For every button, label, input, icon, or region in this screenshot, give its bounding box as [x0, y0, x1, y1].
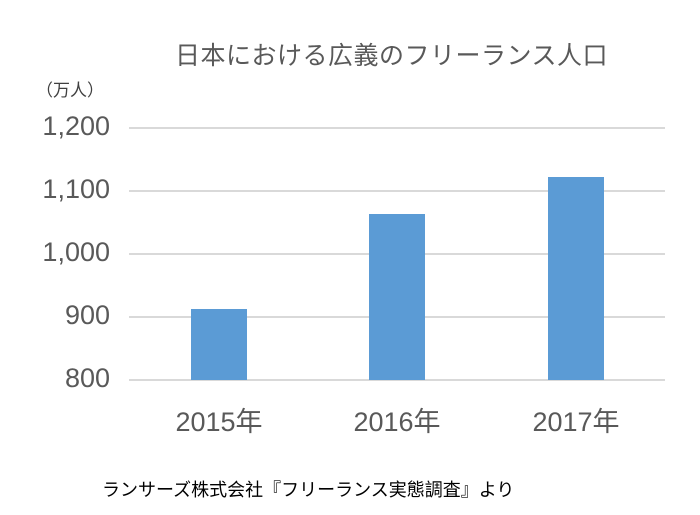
y-axis-unit-label: （万人）: [36, 81, 104, 101]
source-note: ランサーズ株式会社『フリーランス実態調査』より: [102, 480, 515, 501]
y-tick-label: 1,100: [42, 174, 110, 204]
bar: [548, 177, 604, 380]
gridline: [129, 190, 665, 192]
x-tick-label: 2015年: [175, 407, 263, 437]
bar: [369, 213, 425, 380]
y-tick-label: 800: [64, 363, 110, 393]
chart-title: 日本における広義のフリーランス人口: [175, 41, 609, 70]
x-tick-label: 2017年: [532, 407, 620, 437]
x-tick-label: 2016年: [353, 407, 441, 437]
bar: [191, 308, 247, 380]
gridline: [129, 127, 665, 129]
y-tick-label: 900: [64, 300, 110, 330]
y-tick-label: 1,000: [42, 237, 110, 267]
gridline: [129, 379, 665, 381]
y-tick-label: 1,200: [42, 111, 110, 141]
